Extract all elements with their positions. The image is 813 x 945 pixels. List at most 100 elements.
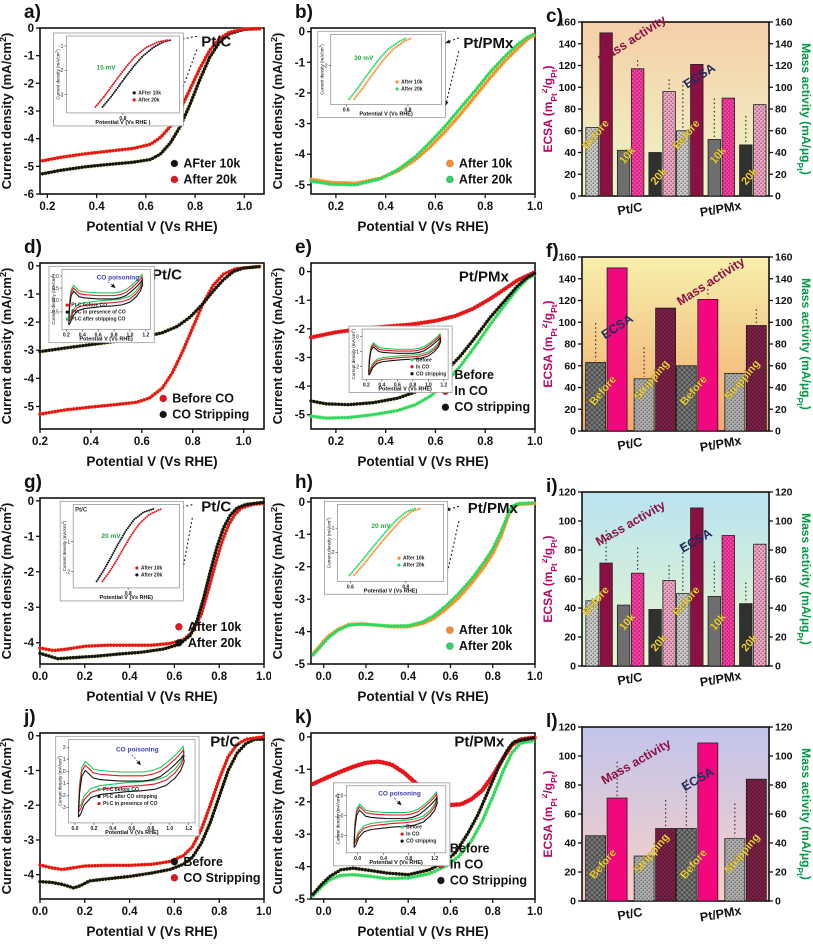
y-tick-label: -1 <box>295 764 306 776</box>
panel-title: Pt/C <box>201 498 231 515</box>
inset-y-axis-label: Current density (mA/cm2) <box>50 274 56 325</box>
ecsa-bar <box>616 149 631 197</box>
x-tick-label: 0.4 <box>83 436 100 448</box>
inset-y-axis-label: Current density (mA/cm2) <box>325 517 331 568</box>
svg-text:1.2: 1.2 <box>431 856 438 862</box>
category-label: Pt/C <box>616 435 643 453</box>
inset-plot: 0.2 0.4 0.6 0.8 1.0 1.2 1.0 0.5 0.0 -0.5 Potential… <box>48 265 155 344</box>
x-tick-label: 1.0 <box>256 671 271 683</box>
legend-label: In CO <box>454 384 488 398</box>
panel-title: Pt/C <box>152 267 182 284</box>
x-tick-label: 0.8 <box>211 906 228 918</box>
svg-text:1.0: 1.0 <box>425 382 432 388</box>
panel-label: i) <box>546 476 558 497</box>
x-tick-label: 0.6 <box>427 436 443 448</box>
panel-b-plot: 0.2 0.4 0.6 0.8 1.0 0 -1 -2 -3 -4 -5 Potential V (V… <box>269 27 543 234</box>
left-tick-label: 100 <box>558 516 576 528</box>
y-tick-label: -5 <box>295 894 306 906</box>
inset-y-axis-label: Current density (mA/cm2) <box>57 755 63 806</box>
y-tick-label: -3 <box>24 835 34 847</box>
svg-text:-2.0: -2.0 <box>335 833 344 839</box>
right-tick-label: 120 <box>775 722 793 734</box>
y-tick-label: -2 <box>24 78 34 90</box>
y-tick-label: -2 <box>295 562 305 574</box>
inset-plot: 0.8 -1 -2 Potential V (Vs RHE) Current densi… <box>59 500 184 602</box>
right-tick-label: 100 <box>775 751 793 763</box>
inset-legend-label: Pt-C before CO <box>103 787 139 793</box>
svg-text:0.0: 0.0 <box>52 298 59 304</box>
inset-y-axis-label: Current density (mA/cm2) <box>54 49 60 100</box>
y-tick-label: -5 <box>295 659 306 671</box>
ecsa-axis-label: ECSA (mPt2/gPt) <box>542 771 559 858</box>
mass-activity-axis-label: Mass activity (mA/μgPt) <box>795 43 813 175</box>
panel-g: g) 0.0 0.2 0.4 0.6 0.8 1.0 0 -1 -2 -3 -4 Potential V… <box>0 470 272 705</box>
ecsa-axis-label: ECSA (mPt2/gPt) <box>542 301 559 388</box>
legend-label: After 20k <box>459 639 513 653</box>
y-tick-label: -1 <box>24 289 35 301</box>
y-tick-label: -3 <box>24 345 34 357</box>
inset-legend-label: Before <box>416 357 432 363</box>
ecsa-bar <box>739 603 753 667</box>
right-tick-label: 160 <box>775 17 793 29</box>
svg-text:-0.5: -0.5 <box>50 310 59 316</box>
panel-title: Pt/PMx <box>468 500 519 517</box>
panel-title: Pt/C <box>201 33 231 50</box>
left-tick-label: 120 <box>558 60 576 72</box>
mass-activity-axis-label: Mass activity (mA/μgPt) <box>795 278 813 410</box>
svg-text:1.2: 1.2 <box>185 826 192 832</box>
left-tick-label: 80 <box>564 780 576 792</box>
right-tick-label: 20 <box>775 169 787 181</box>
y-tick-label: 0 <box>299 732 305 744</box>
inset-legend-label: Pt-C in presence of CO <box>71 310 126 316</box>
legend: Before CO CO Stripping <box>159 391 249 421</box>
mass-activity-axis-label: Mass activity (mA/μgPt) <box>795 513 813 645</box>
svg-text:0.4: 0.4 <box>109 826 116 832</box>
right-tick-label: 60 <box>775 360 787 372</box>
y-axis-label: Current density (mA/cm2) <box>271 33 285 190</box>
left-tick-label: 20 <box>564 169 576 181</box>
right-tick-label: 140 <box>775 38 793 50</box>
y-tick-label: -5 <box>24 161 35 173</box>
x-tick-label: 0.6 <box>166 671 182 683</box>
x-tick-label: 0.2 <box>77 671 93 683</box>
y-tick-label: -4 <box>295 862 306 874</box>
svg-text:0.0: 0.0 <box>354 856 361 862</box>
left-tick-label: 100 <box>558 82 576 94</box>
x-tick-label: 0.2 <box>358 671 374 683</box>
y-tick-label: -4 <box>24 373 35 385</box>
panel-a-chart: a) 0.2 0.4 0.6 0.8 1.0 0 -1 -2 -3 -4 -5 -6 Potential … <box>0 2 265 234</box>
panel-label: c) <box>546 6 563 27</box>
x-tick-label: 0.6 <box>442 671 458 683</box>
y-tick-label: -1 <box>295 57 306 69</box>
x-tick-label: 0.2 <box>39 201 55 213</box>
svg-text:-2: -2 <box>61 793 66 799</box>
y-axis-label: Current density (mA/cm2) <box>271 503 285 660</box>
panel-c: c) 0 0 20 20 40 40 60 60 80 80 100 100 120 120 140 140 16… <box>539 0 813 235</box>
y-tick-label: -3 <box>295 352 305 364</box>
inset-annotation: 30 mV <box>354 55 374 62</box>
panel-label: a) <box>24 2 41 23</box>
inset-legend-label: Pt-C before CO <box>71 303 107 309</box>
legend-label: CO Stripping <box>183 871 260 885</box>
svg-text:0: 0 <box>63 769 66 775</box>
right-tick-label: 80 <box>775 104 787 116</box>
x-tick-label: 0.4 <box>378 201 395 213</box>
inset-plot: 0.6 0.8 -2 Potential V (Vs RHE) Current dens… <box>317 30 446 119</box>
panel-i: i) 0 0 20 20 40 40 60 60 80 80 100 100 120 120 ECSA (mP… <box>539 470 813 705</box>
x-tick-label: 0.8 <box>211 671 228 683</box>
legend: AFter 10k After 20k <box>170 156 240 186</box>
left-tick-label: 0 <box>570 426 576 438</box>
y-tick-label: 0 <box>28 731 34 743</box>
left-tick-label: 160 <box>558 252 576 264</box>
svg-text:-1: -1 <box>66 539 71 545</box>
x-tick-label: 0.2 <box>328 201 344 213</box>
y-tick-label: -3 <box>295 594 305 606</box>
x-tick-label: 0.6 <box>427 201 443 213</box>
legend: Before In CO CO stripping <box>441 368 530 414</box>
x-axis-label: Potential V (Vs RHE) <box>357 924 488 939</box>
legend-label: CO Stripping <box>450 874 527 888</box>
x-tick-label: 0.8 <box>485 906 502 918</box>
left-tick-label: 40 <box>564 838 576 850</box>
mass-activity-bar <box>606 267 628 432</box>
y-tick-label: 0 <box>28 496 34 508</box>
